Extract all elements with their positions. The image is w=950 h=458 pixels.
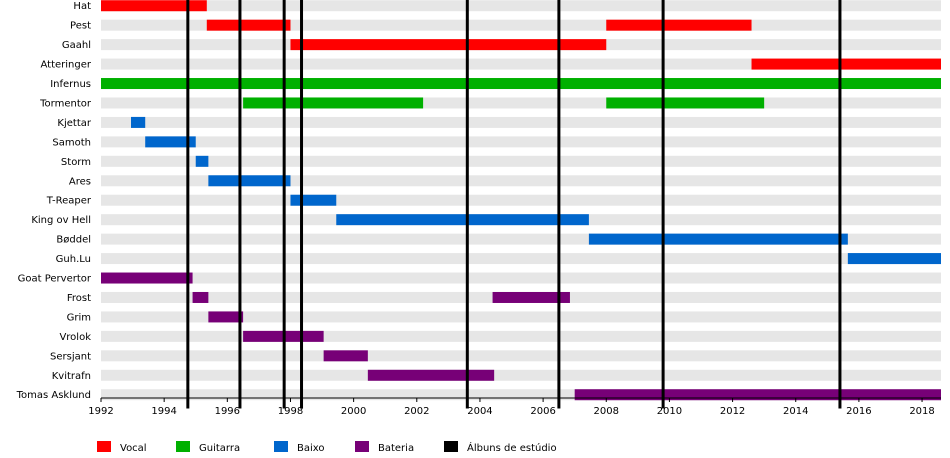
row-band <box>101 369 941 381</box>
x-tick-label: 2002 <box>404 406 429 417</box>
member-label: Tormentor <box>39 98 92 109</box>
member-bar <box>192 291 209 303</box>
legend-swatch <box>444 441 458 452</box>
member-label: Hat <box>73 1 91 12</box>
x-tick-label: 2004 <box>467 406 492 417</box>
member-bar <box>206 19 291 31</box>
member-label: Atteringer <box>41 60 92 71</box>
row-band <box>101 155 941 167</box>
row-band <box>101 19 941 31</box>
member-bar <box>606 97 765 109</box>
member-bar <box>208 311 244 323</box>
member-labels: Hat Pest Gaahl Atteringer Infernus Tormentor K… <box>16 1 92 401</box>
member-label: Vrolok <box>59 332 91 343</box>
member-bar <box>588 233 848 245</box>
member-bar <box>243 97 424 109</box>
member-bar <box>751 58 941 70</box>
member-bar <box>367 369 495 381</box>
legend-swatch <box>355 441 369 452</box>
member-bar <box>574 389 941 401</box>
x-tick-label: 1994 <box>151 406 176 417</box>
row-band <box>101 0 941 12</box>
x-tick-label: 2016 <box>846 406 871 417</box>
member-label: Goat Pervertor <box>18 274 92 285</box>
member-label: Ares <box>69 176 91 187</box>
x-tick-label: 1996 <box>215 406 240 417</box>
row-band <box>101 330 941 342</box>
member-bar <box>101 272 193 284</box>
x-axis: 1992 1994 1996 1998 2000 2002 2004 2006 2008 2010… <box>88 397 941 417</box>
member-bar <box>606 19 752 31</box>
legend-swatch <box>274 441 288 452</box>
member-bar <box>847 253 941 265</box>
legend-label: Vocal <box>120 443 147 454</box>
x-tick-label: 2010 <box>657 406 682 417</box>
legend-swatch <box>97 441 111 452</box>
member-bar <box>145 136 196 148</box>
row-band <box>101 116 941 128</box>
member-bar <box>323 350 368 362</box>
member-label: Frost <box>67 293 91 304</box>
member-label: Guh.Lu <box>56 254 91 265</box>
x-tick-label: 1998 <box>278 406 303 417</box>
member-label: Gaahl <box>62 40 91 51</box>
row-band <box>101 253 941 265</box>
row-band <box>101 389 941 401</box>
legend-swatch <box>176 441 190 452</box>
album-lines <box>186 0 842 409</box>
member-label: Grim <box>67 312 91 323</box>
member-label: Kjettar <box>57 118 91 129</box>
legend-label: Guitarra <box>199 443 240 454</box>
member-bar <box>101 0 207 12</box>
row-band <box>101 97 941 109</box>
x-tick-label: 1992 <box>88 406 113 417</box>
member-bar <box>131 116 146 128</box>
member-label: Bøddel <box>56 235 91 246</box>
member-bar <box>195 155 209 167</box>
member-label: Kvitrafn <box>52 371 91 382</box>
row-band <box>101 350 941 362</box>
x-tick-label: 2014 <box>783 406 808 417</box>
row-band <box>101 194 941 206</box>
legend-label: Bateria <box>378 443 414 454</box>
x-tick-label: 2006 <box>530 406 555 417</box>
row-band <box>101 233 941 245</box>
x-tick-label: 2000 <box>341 406 366 417</box>
row-band <box>101 58 941 70</box>
member-bar <box>290 39 607 51</box>
member-bar <box>336 214 589 226</box>
row-band <box>101 311 941 323</box>
member-bar <box>101 78 941 90</box>
member-label: Tomas Asklund <box>16 390 91 401</box>
member-label: Infernus <box>50 79 91 90</box>
member-bar <box>290 194 337 206</box>
x-tick-label: 2018 <box>909 406 934 417</box>
member-label: T-Reaper <box>46 196 92 207</box>
member-label: Sersjant <box>50 351 91 362</box>
row-band <box>101 272 941 284</box>
legend: Vocal Guitarra Baixo Bateria Álbuns de estúd… <box>97 441 557 454</box>
row-band <box>101 136 941 148</box>
member-label: King ov Hell <box>31 215 91 226</box>
member-label: Pest <box>70 21 91 32</box>
member-bar <box>208 175 291 187</box>
member-label: Storm <box>61 157 91 168</box>
x-tick-label: 2012 <box>720 406 745 417</box>
legend-label: Álbuns de estúdio <box>467 441 557 454</box>
x-tick-label: 2008 <box>594 406 619 417</box>
legend-label: Baixo <box>297 443 325 454</box>
row-band <box>101 175 941 187</box>
member-bar <box>492 291 570 303</box>
member-label: Samoth <box>52 137 91 148</box>
